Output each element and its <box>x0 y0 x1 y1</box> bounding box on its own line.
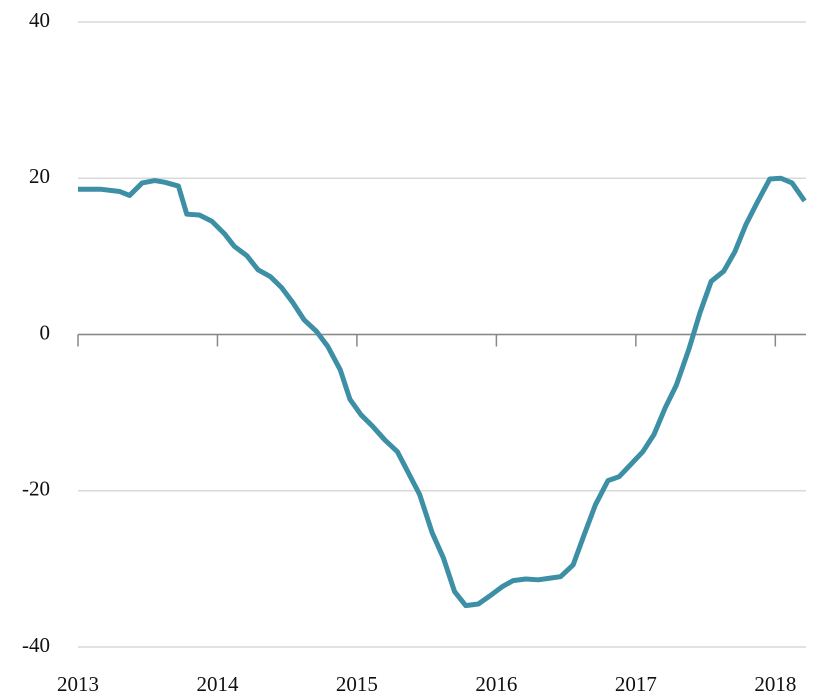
y-tick-label: 0 <box>40 320 51 344</box>
x-tick-label: 2016 <box>475 672 517 696</box>
x-tick-label: 2018 <box>754 672 796 696</box>
x-tick-label: 2014 <box>196 672 239 696</box>
x-tick-label: 2015 <box>336 672 378 696</box>
x-tick-label: 2013 <box>57 672 99 696</box>
x-tick-label: 2017 <box>615 672 657 696</box>
y-tick-label: -20 <box>22 477 50 501</box>
y-tick-label: 20 <box>29 164 50 188</box>
y-tick-label: -40 <box>22 633 50 657</box>
data-line <box>78 175 807 609</box>
y-tick-label: 40 <box>29 8 50 32</box>
